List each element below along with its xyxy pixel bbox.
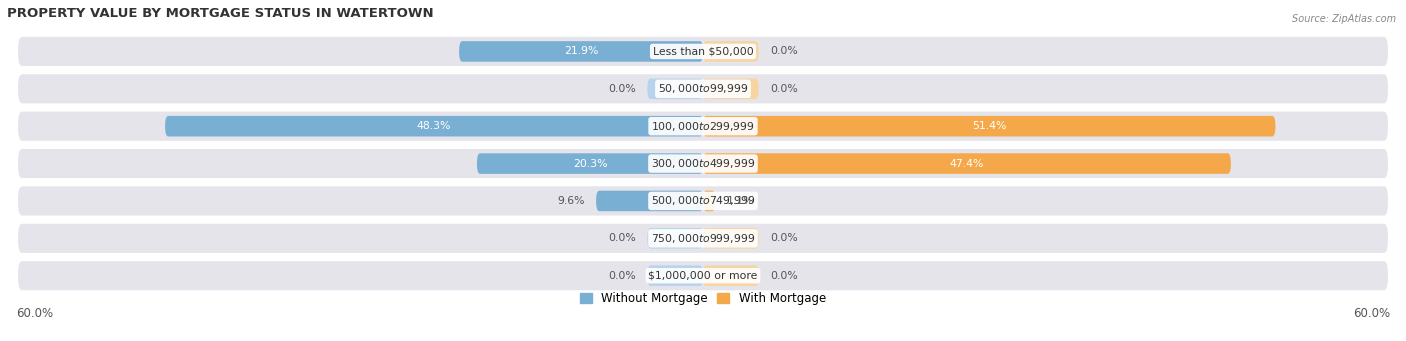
FancyBboxPatch shape [18,37,1388,66]
Text: 0.0%: 0.0% [609,271,636,281]
Text: 48.3%: 48.3% [416,121,451,131]
FancyBboxPatch shape [703,265,759,286]
FancyBboxPatch shape [703,116,1275,136]
FancyBboxPatch shape [460,41,703,62]
Text: 0.0%: 0.0% [770,84,797,94]
FancyBboxPatch shape [703,228,759,249]
Text: Less than $50,000: Less than $50,000 [652,46,754,57]
FancyBboxPatch shape [18,261,1388,290]
FancyBboxPatch shape [647,228,703,249]
Text: 0.0%: 0.0% [770,46,797,57]
Text: $750,000 to $999,999: $750,000 to $999,999 [651,232,755,245]
FancyBboxPatch shape [647,265,703,286]
Text: 20.3%: 20.3% [572,159,607,168]
FancyBboxPatch shape [703,191,716,211]
Text: $1,000,000 or more: $1,000,000 or more [648,271,758,281]
FancyBboxPatch shape [703,41,759,62]
FancyBboxPatch shape [18,224,1388,253]
Text: $500,000 to $749,999: $500,000 to $749,999 [651,194,755,207]
FancyBboxPatch shape [703,78,759,99]
FancyBboxPatch shape [596,191,703,211]
Text: 21.9%: 21.9% [564,46,598,57]
FancyBboxPatch shape [703,153,1230,174]
FancyBboxPatch shape [18,74,1388,103]
FancyBboxPatch shape [18,149,1388,178]
Text: PROPERTY VALUE BY MORTGAGE STATUS IN WATERTOWN: PROPERTY VALUE BY MORTGAGE STATUS IN WAT… [7,7,433,20]
Text: 0.0%: 0.0% [609,233,636,243]
FancyBboxPatch shape [477,153,703,174]
Text: 9.6%: 9.6% [557,196,585,206]
Text: 0.0%: 0.0% [609,84,636,94]
Text: $300,000 to $499,999: $300,000 to $499,999 [651,157,755,170]
FancyBboxPatch shape [165,116,703,136]
Text: $50,000 to $99,999: $50,000 to $99,999 [658,82,748,95]
Text: Source: ZipAtlas.com: Source: ZipAtlas.com [1292,14,1396,24]
FancyBboxPatch shape [647,78,703,99]
Text: 0.0%: 0.0% [770,271,797,281]
Legend: Without Mortgage, With Mortgage: Without Mortgage, With Mortgage [575,287,831,310]
FancyBboxPatch shape [18,187,1388,216]
FancyBboxPatch shape [18,112,1388,141]
Text: 1.1%: 1.1% [727,196,754,206]
Text: $100,000 to $299,999: $100,000 to $299,999 [651,120,755,133]
Text: 47.4%: 47.4% [950,159,984,168]
Text: 51.4%: 51.4% [972,121,1007,131]
Text: 0.0%: 0.0% [770,233,797,243]
